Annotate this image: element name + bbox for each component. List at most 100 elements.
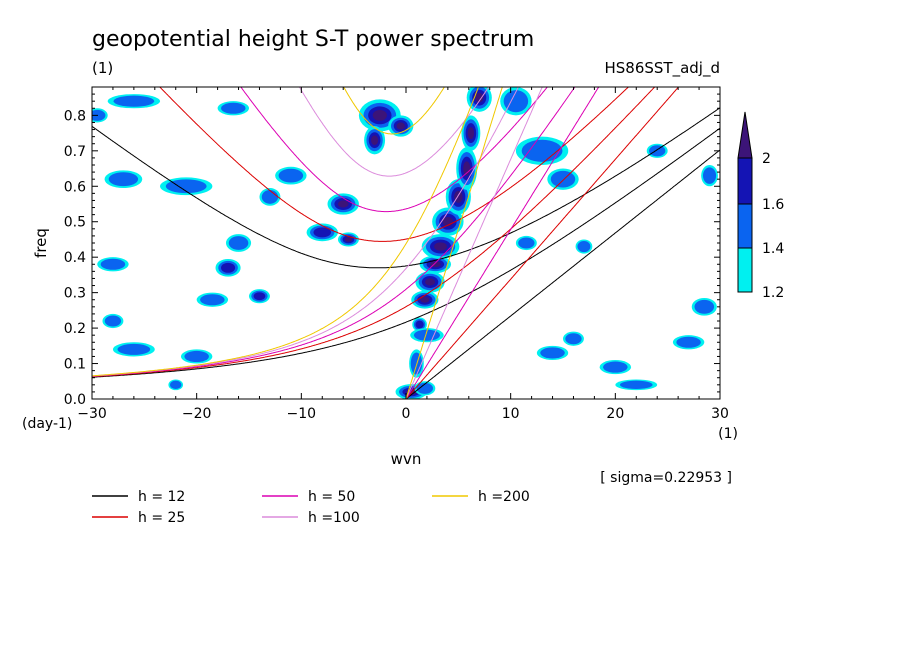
contour-region xyxy=(454,190,463,203)
contour-region xyxy=(372,109,387,121)
contour-region xyxy=(577,241,591,253)
dispersion-curve-ig1 xyxy=(92,107,720,269)
contour-region xyxy=(117,343,151,355)
y-tick-label: 0.5 xyxy=(64,215,86,231)
colorbar-label: 1.2 xyxy=(762,285,784,301)
dispersion-curve-mrg xyxy=(92,127,720,378)
dispersion-curves xyxy=(92,87,720,399)
contour-region xyxy=(108,172,139,187)
contour-region xyxy=(694,299,715,314)
y-unit-label: (day-1) xyxy=(22,416,72,432)
dispersion-curve-ig1 xyxy=(343,87,445,135)
contour-region xyxy=(550,170,576,188)
colorbar-label: 1.4 xyxy=(762,241,784,257)
colorbar: 1.2 1.4 1.6 2 xyxy=(737,111,784,301)
dispersion-curve-ig1 xyxy=(298,87,490,177)
chart-subtitle-right: HS86SST_adj_d xyxy=(605,59,721,78)
colorbar-box xyxy=(737,247,753,293)
contour-region xyxy=(649,145,666,157)
legend-label: h = 50 xyxy=(308,489,355,505)
x-tick-label: 30 xyxy=(711,406,729,422)
contour-region xyxy=(474,92,484,103)
contour-region xyxy=(603,361,628,373)
contour-region xyxy=(703,167,717,184)
contour-region xyxy=(344,237,352,242)
colorbar-box xyxy=(737,203,753,249)
contour-region xyxy=(518,237,535,249)
y-tick-label: 0.3 xyxy=(64,286,86,302)
contour-regions xyxy=(92,87,718,399)
contour-region xyxy=(200,294,225,306)
x-axis-label: wvn xyxy=(391,450,422,468)
x-tick-label: 0 xyxy=(402,406,411,422)
contour-region xyxy=(228,236,249,250)
x-tick-label: 20 xyxy=(606,406,624,422)
contour-region xyxy=(113,95,155,107)
contour-region xyxy=(396,122,406,130)
y-tick-label: 0.4 xyxy=(64,250,86,266)
contour-region xyxy=(420,296,430,303)
contour-region xyxy=(253,292,266,301)
dispersion-curve-kelvin xyxy=(405,87,543,399)
contour-region xyxy=(371,135,379,146)
contour-region xyxy=(170,380,182,389)
x-tick-label: −20 xyxy=(182,406,212,422)
plot-area xyxy=(92,87,720,399)
dispersion-curve-mrg xyxy=(92,87,656,378)
chart-subtitle-left: (1) xyxy=(92,59,113,77)
y-axis-label: freq xyxy=(32,228,50,258)
contour-region xyxy=(416,382,434,394)
legend-label: h = 12 xyxy=(138,489,185,505)
y-tick-label: 0.7 xyxy=(64,144,86,160)
contour-region xyxy=(92,109,106,121)
dispersion-curve-kelvin xyxy=(405,87,600,399)
contour-region xyxy=(184,350,209,362)
colorbar-label: 1.6 xyxy=(762,197,784,213)
x-axis-ticks: −30 −20 −10 0 10 20 30 xyxy=(77,87,729,422)
dispersion-curve-kelvin xyxy=(405,87,503,399)
y-axis-ticks: 0.0 0.1 0.2 0.3 0.4 0.5 0.6 0.7 0.8 xyxy=(64,93,720,408)
contour-region xyxy=(278,168,304,183)
dispersion-curve-mrg xyxy=(92,87,519,377)
legend-label: h =200 xyxy=(478,489,530,505)
contour-region xyxy=(413,329,440,341)
dispersion-curve-mrg xyxy=(92,87,576,377)
y-tick-label: 0.1 xyxy=(64,357,86,373)
contour-region xyxy=(434,242,447,251)
colorbar-label: 2 xyxy=(762,151,771,167)
chart-title: geopotential height S-T power spectrum xyxy=(92,27,534,52)
x-tick-label: −10 xyxy=(287,406,317,422)
contour-region xyxy=(261,189,279,204)
contour-region xyxy=(313,227,332,238)
contour-region xyxy=(521,139,563,162)
legend-label: h = 25 xyxy=(138,510,185,526)
colorbar-arrow xyxy=(737,111,753,159)
dispersion-curve-mrg xyxy=(92,87,480,377)
sigma-note: [ sigma=0.22953 ] xyxy=(600,470,732,486)
y-tick-label: 0.8 xyxy=(64,108,86,124)
y-tick-label: 0.6 xyxy=(64,179,86,195)
contour-region xyxy=(165,179,207,194)
legend: h = 12 h = 25 h = 50 h =100 h =200 xyxy=(92,489,530,526)
contour-region xyxy=(415,320,424,329)
x-unit-label: (1) xyxy=(718,426,738,442)
x-tick-label: −30 xyxy=(77,406,107,422)
contour-region xyxy=(221,102,246,114)
dispersion-curve-ig1 xyxy=(159,87,630,242)
contour-region xyxy=(425,278,436,286)
contour-region xyxy=(565,333,582,345)
colorbar-box xyxy=(737,157,753,205)
x-tick-label: 10 xyxy=(502,406,520,422)
contour-region xyxy=(676,336,701,348)
dispersion-curve-ig1 xyxy=(240,87,548,213)
y-tick-label: 0.2 xyxy=(64,321,86,337)
contour-region xyxy=(100,258,126,270)
contour-region xyxy=(337,200,349,208)
contour-region xyxy=(104,315,122,327)
dispersion-curve-kelvin xyxy=(405,149,720,399)
contour-region xyxy=(503,90,529,113)
y-tick-label: 0.0 xyxy=(64,392,86,408)
contour-region xyxy=(467,127,475,140)
contour-region xyxy=(221,262,236,273)
